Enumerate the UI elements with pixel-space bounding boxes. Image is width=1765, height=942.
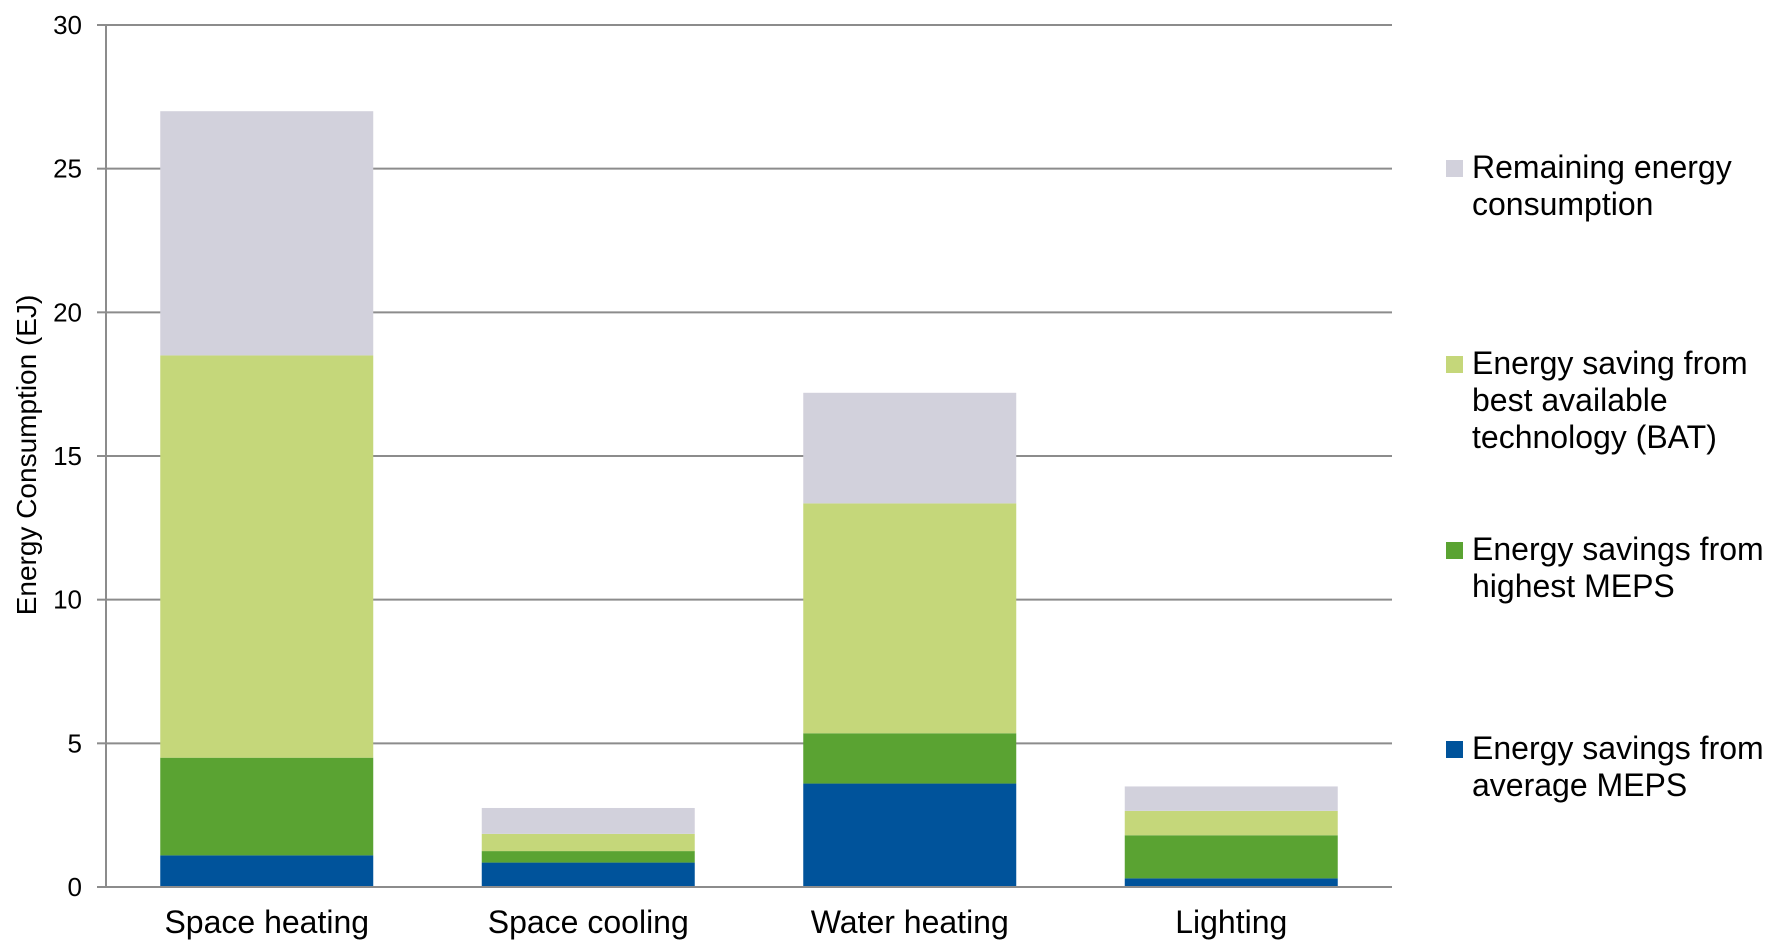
bar-segment-3-4 <box>803 392 1017 504</box>
bar-segment-2-2 <box>481 851 695 863</box>
legend-label-2: Energy saving from best available technolo… <box>1472 345 1748 455</box>
bar-segment-3-2 <box>803 733 1017 784</box>
bar-segment-4-4 <box>1124 786 1338 811</box>
legend-item-3: Energy savings from highest MEPS <box>1446 531 1764 604</box>
category-label-1: Space heating <box>164 904 369 940</box>
y-tick-label-25: 25 <box>53 154 82 184</box>
legend-swatch-3 <box>1446 542 1463 559</box>
legend-swatch-2 <box>1446 356 1463 373</box>
y-tick-label-30: 30 <box>53 10 82 40</box>
bar-segment-3-3 <box>803 503 1017 734</box>
bar-segment-3-1 <box>803 783 1017 887</box>
legend-swatch-1 <box>1446 160 1463 177</box>
bar-segment-1-4 <box>160 111 374 356</box>
bar-segment-1-3 <box>160 355 374 758</box>
bar-segment-2-1 <box>481 862 695 887</box>
bar-segment-2-4 <box>481 807 695 834</box>
bar-segment-4-2 <box>1124 835 1338 879</box>
category-label-4: Lighting <box>1175 904 1287 940</box>
category-label-3: Water heating <box>811 904 1009 940</box>
category-labels: Space heating Space cooling Water heating L… <box>164 904 1287 940</box>
bars <box>160 111 1338 887</box>
legend-label-1: Remaining energy consumption <box>1472 149 1732 222</box>
bar-segment-1-2 <box>160 757 374 856</box>
legend-item-4: Energy savings from average MEPS <box>1446 730 1764 803</box>
y-tick-label-5: 5 <box>68 728 82 758</box>
axes <box>97 24 1392 888</box>
bar-segment-1-1 <box>160 855 374 887</box>
y-tick-label-15: 15 <box>53 441 82 471</box>
y-tick-label-20: 20 <box>53 297 82 327</box>
legend-swatch-4 <box>1446 741 1463 758</box>
y-tick-labels: 0 5 10 15 20 25 30 <box>53 10 82 902</box>
legend-item-2: Energy saving from best available technolo… <box>1446 345 1748 455</box>
legend-item-1: Remaining energy consumption <box>1446 149 1732 222</box>
bar-segment-4-3 <box>1124 810 1338 836</box>
y-tick-label-10: 10 <box>53 585 82 615</box>
legend-label-4: Energy savings from average MEPS <box>1472 730 1764 803</box>
legend-label-3: Energy savings from highest MEPS <box>1472 531 1764 604</box>
bar-segment-4-1 <box>1124 878 1338 887</box>
bar-segment-2-3 <box>481 833 695 852</box>
legend: Remaining energy consumption Energy saving… <box>1446 149 1764 803</box>
y-tick-label-0: 0 <box>68 872 82 902</box>
category-label-2: Space cooling <box>488 904 689 940</box>
y-axis-title: Energy Consumption (EJ) <box>11 295 42 616</box>
